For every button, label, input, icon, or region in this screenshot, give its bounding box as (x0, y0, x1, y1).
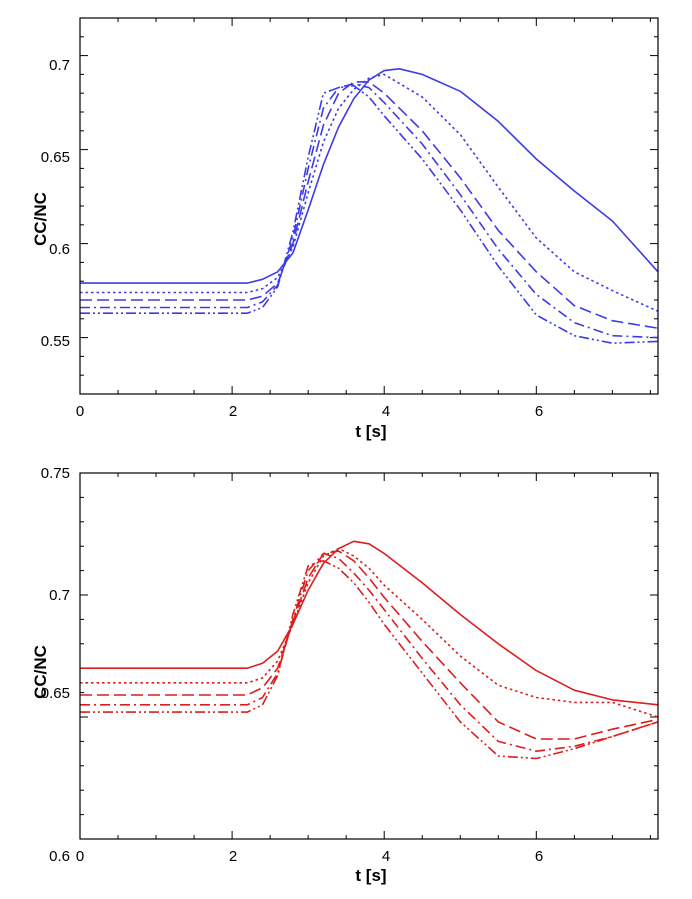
bottom-series-dashed (80, 550, 659, 740)
bottom-series-dash-dot (80, 552, 659, 752)
top-series-dash-dot (80, 83, 659, 339)
top-y-tick-labels: 0.55 0.6 0.65 0.7 (41, 57, 70, 350)
bottom-x-tick-labels: 0 2 4 6 (76, 848, 543, 865)
bottom-x-tick-label: 4 (382, 848, 390, 865)
top-series-dashed (80, 81, 659, 329)
top-series-dotted (80, 73, 659, 313)
bottom-x-tick-label: 6 (535, 848, 543, 865)
top-series-solid (80, 68, 659, 284)
top-x-tick-label: 6 (535, 403, 543, 420)
bottom-y-tick-label: 0.7 (49, 587, 70, 604)
top-x-tick-label: 4 (382, 403, 390, 420)
top-x-tick-label: 2 (229, 403, 237, 420)
top-y-tick-label: 0.55 (41, 333, 70, 350)
bottom-series-dash-dot-dot (80, 560, 659, 760)
top-series-group (80, 68, 659, 344)
bottom-y-tick-label: 0.65 (41, 685, 70, 702)
bottom-panel: CC/NC t [s] 0.6 0.65 0.7 0.75 0 2 4 6 (31, 465, 659, 885)
top-series-dash-dot-dot (80, 84, 659, 344)
bottom-y-axis-label: CC/NC (31, 645, 50, 699)
bottom-series-group (80, 540, 659, 760)
top-x-tick-labels: 0 2 4 6 (76, 403, 543, 420)
bottom-x-axis-label: t [s] (355, 866, 386, 885)
top-x-axis-label: t [s] (355, 422, 386, 441)
top-y-tick-label: 0.7 (49, 57, 70, 74)
bottom-plot-frame (79, 472, 659, 840)
bottom-y-tick-labels: 0.6 0.65 0.7 0.75 (41, 465, 70, 865)
bottom-y-tick-label: 0.6 (49, 848, 70, 865)
bottom-x-tick-label: 2 (229, 848, 237, 865)
top-plot-frame (79, 17, 659, 395)
bottom-y-tick-label: 0.75 (41, 465, 70, 482)
top-x-tick-label: 0 (76, 403, 84, 420)
top-y-tick-label: 0.6 (49, 241, 70, 258)
top-y-axis-label: CC/NC (31, 192, 50, 246)
bottom-tick-marks (79, 472, 658, 840)
top-y-tick-label: 0.65 (41, 149, 70, 166)
bottom-series-dotted (80, 547, 659, 718)
bottom-x-tick-label: 0 (76, 848, 84, 865)
bottom-series-solid (80, 540, 659, 706)
top-panel: CC/NC t [s] 0.55 0.6 0.65 0.7 0 2 4 6 (31, 17, 659, 441)
